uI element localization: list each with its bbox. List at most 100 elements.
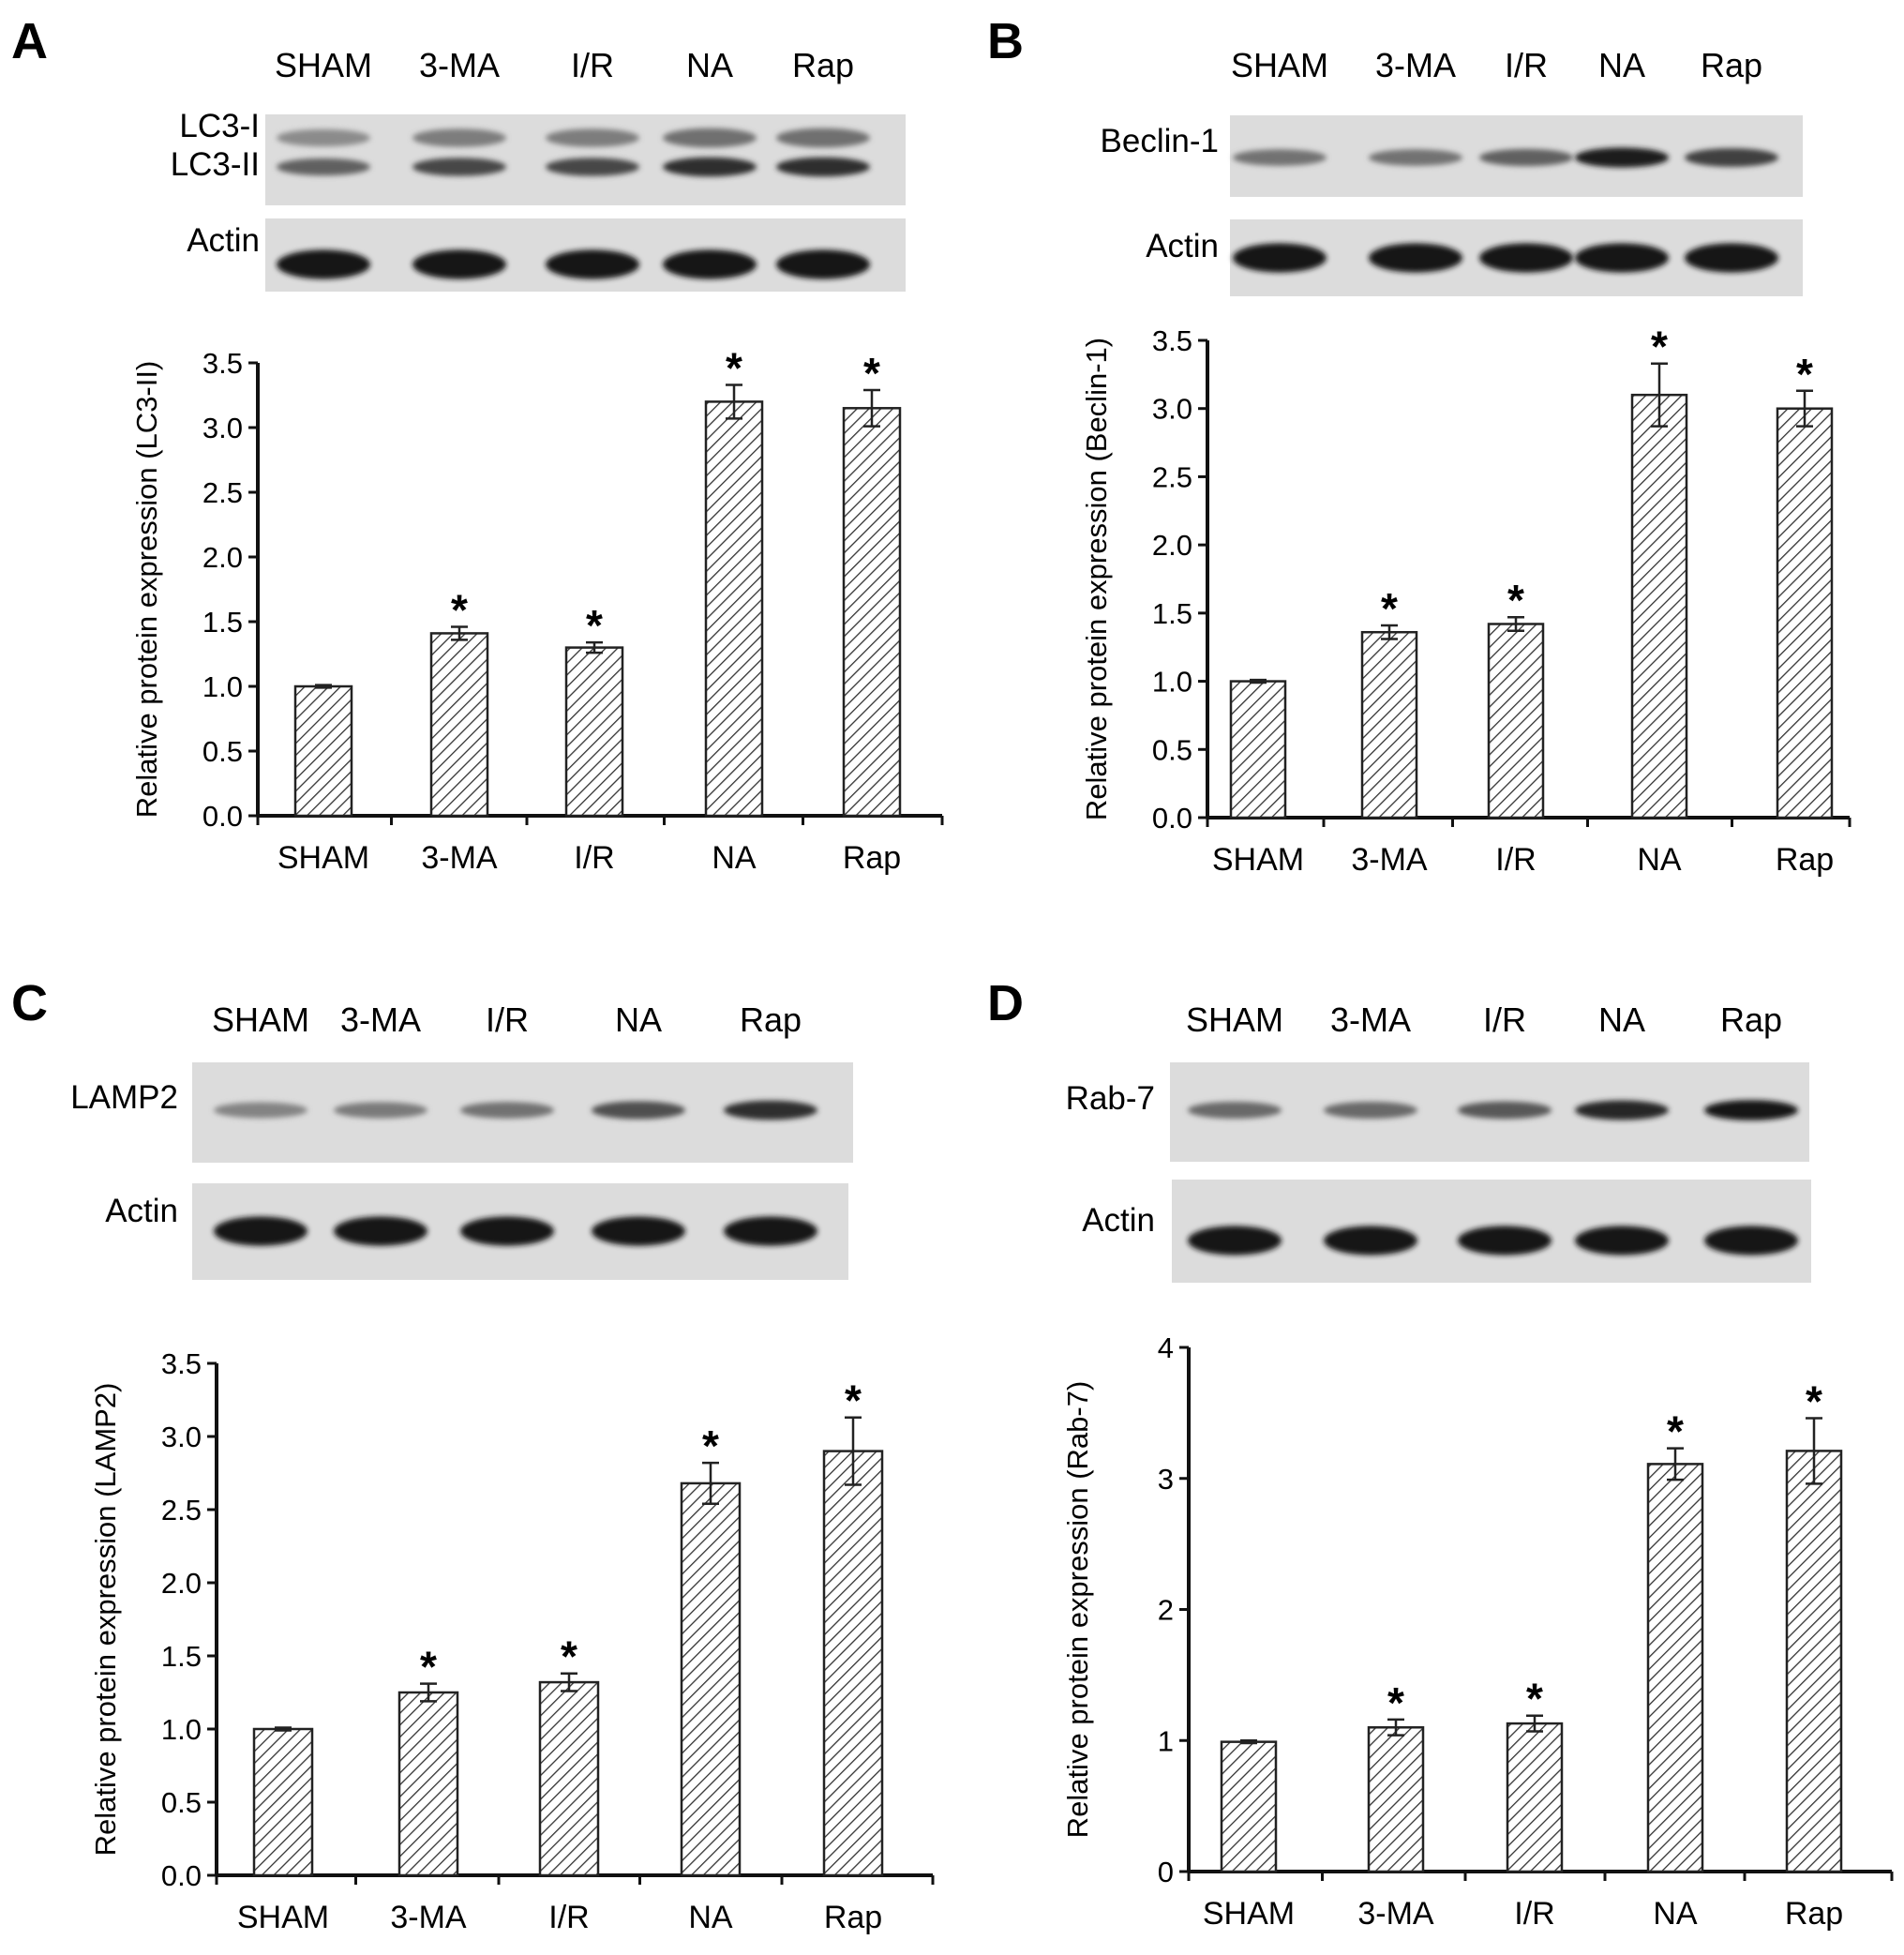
blot-row-label: Rab-7: [1066, 1080, 1155, 1117]
blot-row-label: LAMP2: [70, 1079, 178, 1116]
significance-marker: *: [1806, 1376, 1822, 1425]
y-tick-label: 2.0: [1152, 529, 1192, 562]
blot-band: [1369, 149, 1462, 166]
blot-band: [1324, 1102, 1417, 1119]
y-tick-label: 1.5: [1152, 597, 1192, 630]
y-tick-label: 1: [1158, 1724, 1174, 1757]
bar: [252, 1727, 314, 1877]
y-tick-label: 1.0: [161, 1713, 202, 1746]
blot-band: [334, 1102, 427, 1119]
blot-band: [663, 128, 757, 148]
blot-band: [663, 157, 757, 177]
blot-band: [412, 128, 506, 147]
x-tick-label: 3-MA: [390, 1900, 467, 1935]
blot-row-label: Actin: [1146, 228, 1219, 264]
blot-band: [1233, 149, 1327, 166]
bar: [1785, 1450, 1843, 1873]
y-tick-label: 2.0: [161, 1567, 202, 1600]
y-tick-label: 3: [1158, 1463, 1174, 1496]
blot-lane-label: NA: [615, 1000, 662, 1039]
bar: [1487, 623, 1545, 820]
x-tick-label: NA: [1637, 842, 1682, 878]
y-axis-label: Relative protein expression (LAMP2): [89, 1383, 122, 1857]
blot-lane-label: Rap: [740, 1000, 802, 1039]
blot-band: [1704, 1226, 1798, 1256]
significance-marker: *: [1526, 1675, 1543, 1723]
blot-row-label: Actin: [187, 222, 260, 259]
blot-lane-label: I/R: [486, 1000, 529, 1039]
blot-band: [460, 1102, 554, 1119]
western-blot: SHAM 3-MA I/R NA Rap Beclin-1 Actin: [1101, 46, 1803, 296]
blot-lane-label: Rap: [792, 46, 854, 84]
blot-lane-label: NA: [1598, 46, 1645, 84]
panel-d: D SHAM 3-MA I/R NA Rap Rab-7 Actin 0 1 2 3 4 SHAM * 3-M…: [987, 975, 1894, 1932]
blot-band: [412, 158, 506, 176]
blot-band: [1704, 1100, 1798, 1120]
panel-b: B SHAM 3-MA I/R NA Rap Beclin-1 Actin 0.0 0.5 1.0 1…: [987, 13, 1852, 878]
blot-band: [1479, 148, 1573, 167]
bar: [293, 684, 353, 818]
blot-band: [214, 1216, 307, 1246]
bar-chart: 0 1 2 3 4 SHAM * 3-MA * I/R * NA * Rap Relative protei…: [1061, 1331, 1894, 1932]
significance-marker: *: [451, 586, 468, 635]
y-tick-label: 2: [1158, 1594, 1174, 1627]
blot-band: [1458, 1226, 1552, 1256]
x-tick-label: I/R: [574, 840, 614, 876]
x-tick-label: SHAM: [237, 1900, 329, 1935]
blot-lane-label: Rap: [1720, 1000, 1782, 1039]
y-tick-label: 1.5: [161, 1640, 202, 1673]
x-tick-label: I/R: [1514, 1896, 1554, 1932]
blot-lane-label: I/R: [1483, 1000, 1526, 1039]
y-axis-label: Relative protein expression (LC3-II): [130, 361, 163, 819]
y-tick-label: 0.0: [1152, 802, 1192, 835]
panel-label: A: [11, 13, 48, 69]
blot-band: [776, 157, 870, 177]
western-blot: SHAM 3-MA I/R NA Rap LAMP2 Actin: [70, 1000, 853, 1280]
bar: [1776, 407, 1834, 820]
blot-band: [1685, 243, 1778, 273]
blot-band: [1188, 1226, 1282, 1256]
significance-marker: *: [1796, 350, 1813, 399]
panel-label: B: [987, 13, 1024, 69]
bar: [1646, 1463, 1704, 1873]
blot-lane-label: 3-MA: [340, 1000, 421, 1039]
bar: [1630, 393, 1688, 820]
bar: [1360, 630, 1418, 820]
blot-band: [663, 249, 757, 279]
bar: [397, 1691, 459, 1877]
y-tick-label: 0.5: [161, 1786, 202, 1819]
y-tick-label: 1.0: [202, 670, 243, 703]
blot-lane-label: I/R: [1505, 46, 1548, 84]
panel-c: C SHAM 3-MA I/R NA Rap LAMP2 Actin 0.0 0.5 1.0 1.5 2…: [11, 975, 935, 1935]
bar-chart: 0.0 0.5 1.0 1.5 2.0 2.5 3.0 3.5 SHAM * 3-MA * I/R * NA…: [1080, 323, 1852, 878]
y-tick-label: 2.5: [161, 1494, 202, 1526]
bar-chart: 0.0 0.5 1.0 1.5 2.0 2.5 3.0 3.5 SHAM * 3-MA * I/R * NA…: [130, 343, 944, 876]
x-tick-label: SHAM: [1212, 842, 1304, 878]
western-blot: SHAM 3-MA I/R NA Rap Rab-7 Actin: [1066, 1000, 1811, 1283]
bar: [564, 646, 624, 818]
blot-band: [1369, 243, 1462, 273]
blot-band: [1575, 243, 1669, 273]
blot-band: [592, 1101, 685, 1120]
blot-band: [592, 1216, 685, 1246]
significance-marker: *: [1507, 576, 1524, 624]
significance-marker: *: [1387, 1678, 1404, 1727]
blot-band: [460, 1216, 554, 1246]
blot-band: [1233, 243, 1327, 273]
blot-band: [277, 249, 370, 279]
y-axis-label: Relative protein expression (Rab-7): [1061, 1381, 1094, 1839]
blot-band: [277, 158, 370, 176]
blot-band: [334, 1216, 427, 1246]
significance-marker: *: [1651, 323, 1668, 371]
blot-lane-label: SHAM: [212, 1000, 309, 1039]
x-tick-label: I/R: [1495, 842, 1536, 878]
bar: [704, 400, 764, 818]
blot-band: [1458, 1101, 1552, 1120]
bar: [429, 632, 489, 818]
blot-band: [1575, 147, 1669, 168]
x-tick-label: I/R: [548, 1900, 589, 1935]
y-tick-label: 1.0: [1152, 666, 1192, 699]
blot-band: [724, 1100, 817, 1120]
